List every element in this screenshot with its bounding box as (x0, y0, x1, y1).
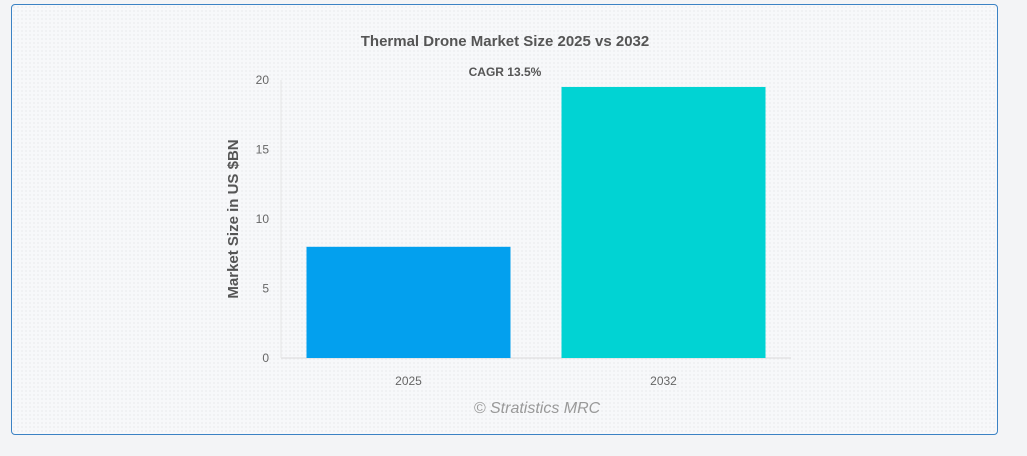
bar-2025[interactable] (306, 246, 511, 358)
bars (306, 86, 766, 358)
x-axis-ticks: 2025 2032 (395, 374, 677, 388)
x-tick-label: 2032 (650, 374, 677, 388)
x-tick-label: 2025 (395, 374, 422, 388)
chart-card (11, 4, 998, 435)
y-tick-label: 10 (256, 212, 270, 226)
y-tick-label: 0 (262, 351, 269, 365)
y-tick-label: 20 (256, 73, 270, 87)
y-axis-ticks: 0 5 10 15 20 (256, 73, 270, 365)
y-tick-label: 5 (262, 282, 269, 296)
chart-subtitle: CAGR 13.5% (469, 65, 542, 79)
y-tick-label: 15 (256, 143, 270, 157)
chart-credit: © Stratistics MRC (474, 400, 601, 417)
chart-title: Thermal Drone Market Size 2025 vs 2032 (361, 33, 650, 50)
y-axis-label: Market Size in US $BN (225, 139, 242, 298)
bar-2032[interactable] (561, 86, 766, 358)
